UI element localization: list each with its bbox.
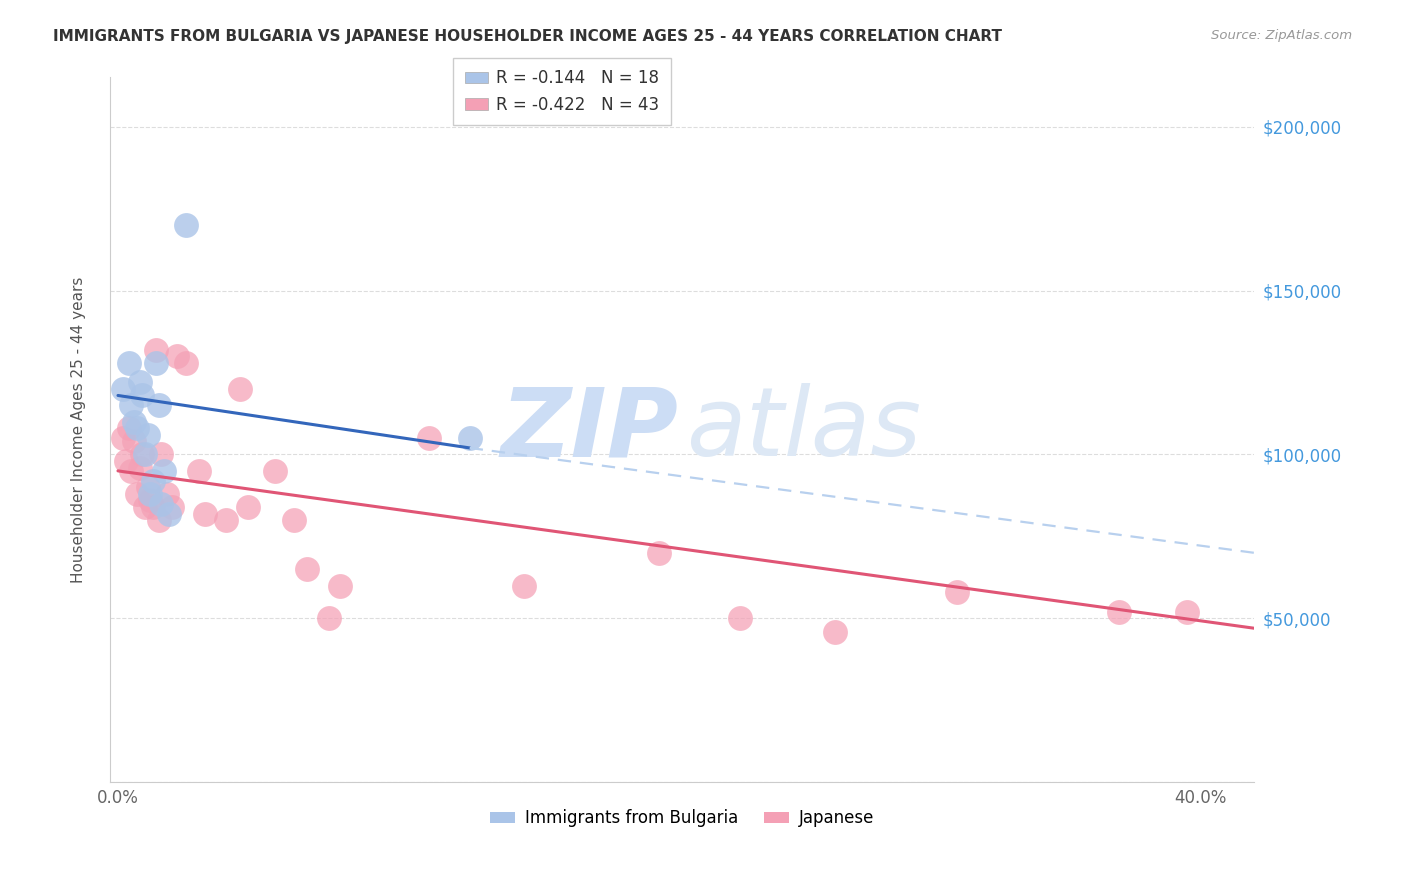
Point [139, 493, 162, 508]
Point [136, 427, 159, 442]
Y-axis label: Householder Income Ages 25 - 44 years: Householder Income Ages 25 - 44 years [72, 277, 86, 583]
Point [142, 500, 165, 514]
Text: IMMIGRANTS FROM BULGARIA VS JAPANESE HOUSEHOLDER INCOME AGES 25 - 44 YEARS CORRE: IMMIGRANTS FROM BULGARIA VS JAPANESE HOU… [53, 29, 1002, 44]
Point [153, 464, 176, 478]
Text: ZIP: ZIP [501, 384, 679, 476]
Point [128, 460, 150, 475]
Point [193, 507, 215, 521]
Point [945, 585, 967, 599]
Point [131, 448, 153, 462]
Point [513, 579, 536, 593]
Point [188, 464, 211, 478]
Point [134, 500, 156, 514]
Point [174, 218, 197, 232]
Point [122, 434, 145, 449]
Point [118, 356, 141, 370]
Point [730, 611, 752, 625]
Point [648, 546, 671, 560]
Point [145, 356, 167, 370]
Point [160, 500, 183, 514]
Point [215, 513, 238, 527]
Point [458, 431, 481, 445]
Text: Source: ZipAtlas.com: Source: ZipAtlas.com [1212, 29, 1353, 42]
Point [824, 624, 846, 639]
Point [139, 487, 162, 501]
Point [131, 388, 153, 402]
Point [136, 480, 159, 494]
Point [166, 349, 188, 363]
Point [1175, 605, 1198, 619]
Point [112, 431, 135, 445]
Point [145, 343, 167, 357]
Point [112, 382, 135, 396]
Point [125, 421, 148, 435]
Point [228, 382, 250, 396]
Point [1108, 605, 1130, 619]
Point [142, 474, 165, 488]
Legend: Immigrants from Bulgaria, Japanese: Immigrants from Bulgaria, Japanese [484, 803, 880, 834]
Point [128, 376, 150, 390]
Point [150, 497, 173, 511]
Point [150, 448, 173, 462]
Point [174, 356, 197, 370]
Point [125, 487, 148, 501]
Point [156, 487, 179, 501]
Point [122, 415, 145, 429]
Point [297, 562, 319, 576]
Point [121, 464, 143, 478]
Point [283, 513, 305, 527]
Point [118, 421, 141, 435]
Point [148, 398, 170, 412]
Point [236, 500, 259, 514]
Point [134, 448, 156, 462]
Point [329, 579, 352, 593]
Point [264, 464, 287, 478]
Point [121, 398, 143, 412]
Point [115, 454, 138, 468]
Point [157, 507, 180, 521]
Point [318, 611, 340, 625]
Text: atlas: atlas [686, 384, 921, 476]
Point [148, 513, 170, 527]
Point [418, 431, 440, 445]
